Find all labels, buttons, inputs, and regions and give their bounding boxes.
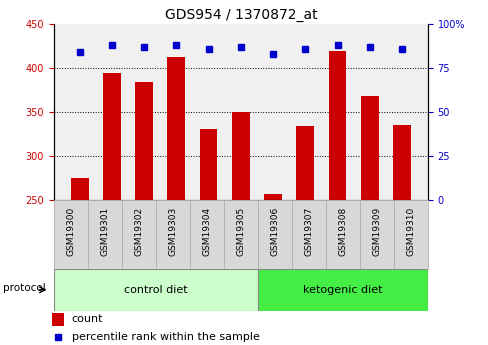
Bar bbox=[156, 200, 189, 269]
Text: GSM19306: GSM19306 bbox=[270, 207, 279, 256]
Bar bbox=[167, 57, 185, 345]
Text: GSM19302: GSM19302 bbox=[134, 207, 143, 256]
Bar bbox=[328, 51, 346, 345]
Bar bbox=[54, 200, 88, 269]
Text: GSM19304: GSM19304 bbox=[202, 207, 211, 256]
Bar bbox=[325, 200, 359, 269]
Bar bbox=[231, 112, 249, 345]
Bar bbox=[257, 269, 427, 310]
Text: ketogenic diet: ketogenic diet bbox=[303, 285, 382, 295]
Text: count: count bbox=[71, 315, 103, 324]
Text: percentile rank within the sample: percentile rank within the sample bbox=[71, 333, 259, 342]
Bar bbox=[71, 178, 88, 345]
Bar bbox=[189, 200, 224, 269]
Bar bbox=[103, 72, 121, 345]
Text: GSM19310: GSM19310 bbox=[406, 207, 414, 256]
Bar bbox=[257, 200, 291, 269]
Bar bbox=[359, 200, 393, 269]
Bar bbox=[135, 82, 153, 345]
Bar bbox=[291, 200, 325, 269]
Text: GSM19309: GSM19309 bbox=[371, 207, 381, 256]
Bar bbox=[296, 126, 313, 345]
Text: GSM19308: GSM19308 bbox=[338, 207, 346, 256]
Bar bbox=[88, 200, 122, 269]
Text: GSM19300: GSM19300 bbox=[66, 207, 75, 256]
Bar bbox=[122, 200, 156, 269]
Bar bbox=[360, 96, 378, 345]
Bar bbox=[264, 194, 282, 345]
Bar bbox=[224, 200, 257, 269]
Text: protocol: protocol bbox=[3, 283, 45, 293]
Bar bbox=[199, 129, 217, 345]
Text: GSM19301: GSM19301 bbox=[100, 207, 109, 256]
Bar bbox=[393, 200, 427, 269]
Text: GSM19307: GSM19307 bbox=[304, 207, 313, 256]
Bar bbox=[54, 269, 257, 310]
Text: control diet: control diet bbox=[124, 285, 187, 295]
Text: GSM19305: GSM19305 bbox=[236, 207, 245, 256]
Bar bbox=[52, 313, 63, 326]
Bar bbox=[392, 125, 410, 345]
Text: GSM19303: GSM19303 bbox=[168, 207, 177, 256]
Title: GDS954 / 1370872_at: GDS954 / 1370872_at bbox=[164, 8, 317, 22]
